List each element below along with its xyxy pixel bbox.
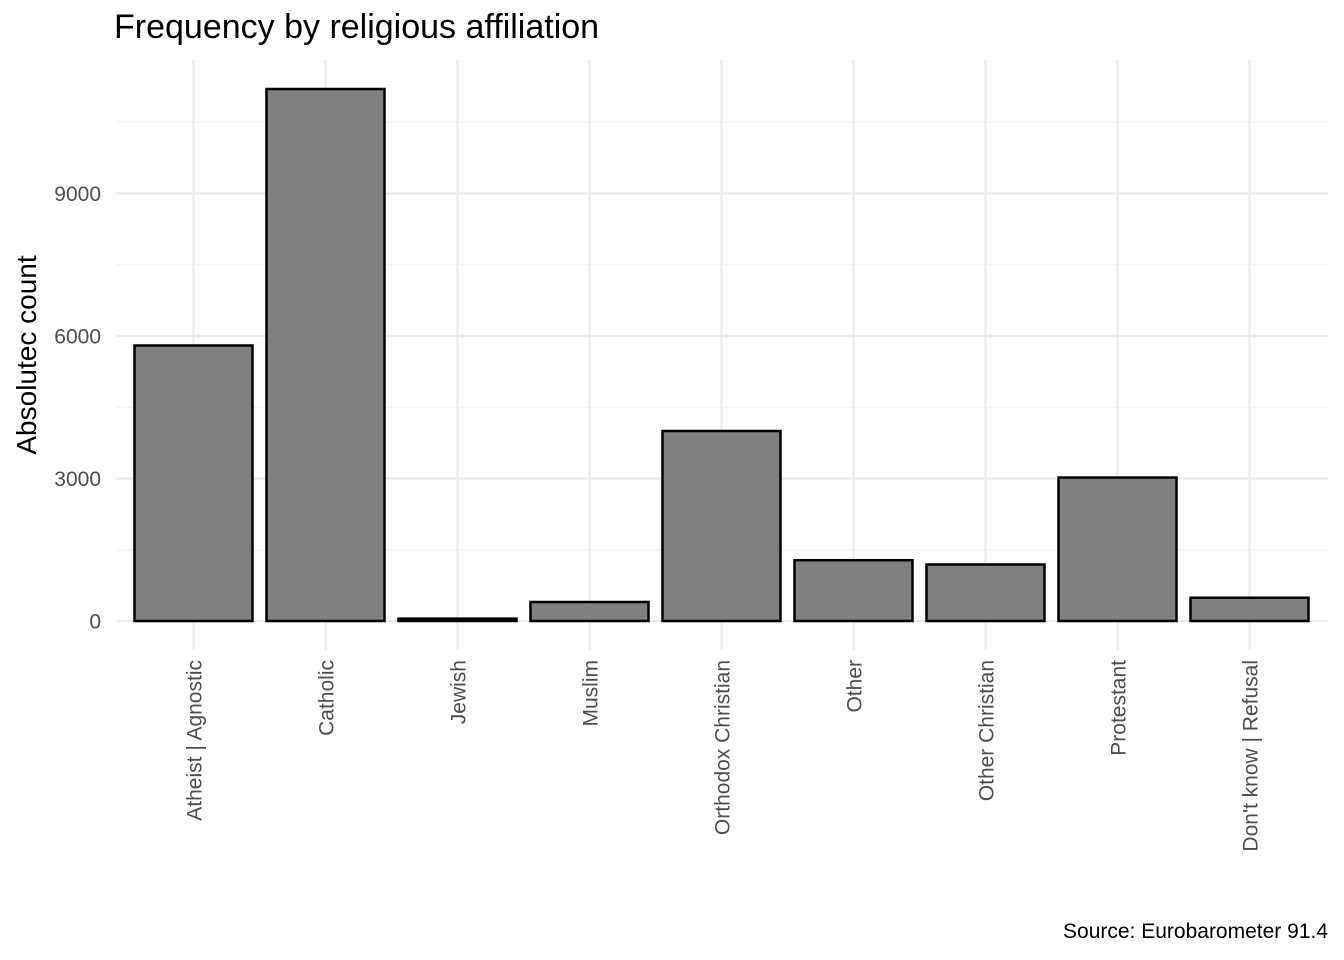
bar [925,563,1046,623]
y-tick-label: 0 [89,611,101,634]
bar [265,87,386,623]
x-tick-label: Don't know | Refusal [1240,660,1263,852]
x-tick-label: Catholic [316,660,339,736]
y-tick-label: 9000 [54,183,101,206]
bar [1057,476,1178,623]
bar [793,558,914,623]
x-tick-label: Jewish [448,660,471,724]
x-tick-labels: Atheist | Agnostic Catholic Jewish Muslim Or… [184,660,1263,852]
x-tick-label: Orthodox Christian [712,660,735,835]
bar [397,617,518,623]
bar [133,344,254,623]
y-tick-label: 6000 [54,326,101,349]
y-tick-labels: 0 3000 6000 9000 [54,183,101,634]
chart-caption: Source: Eurobarometer 91.4 [1063,920,1328,943]
y-tick-label: 3000 [54,468,101,491]
y-axis-title: Absolutec count [11,255,42,454]
x-tick-label: Other Christian [976,660,999,801]
x-tick-label: Protestant [1108,660,1131,756]
x-tick-label: Other [844,660,867,713]
bar [529,600,650,623]
bars [133,87,1310,623]
bar [661,429,782,623]
x-tick-label: Muslim [580,660,603,727]
x-tick-label: Atheist | Agnostic [184,660,207,821]
bar [1189,596,1310,623]
chart-title: Frequency by religious affiliation [114,8,600,46]
